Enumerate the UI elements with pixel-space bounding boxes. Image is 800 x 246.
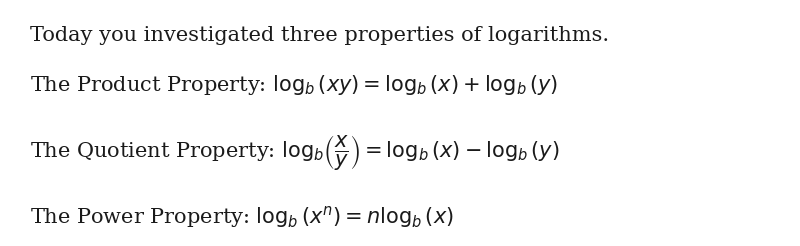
Text: The Quotient Property: $\log_b\!\left(\dfrac{x}{y}\right) = \log_b(x) - \log_b(y: The Quotient Property: $\log_b\!\left(\d… xyxy=(30,133,560,172)
Text: The Product Property: $\log_b(xy) = \log_b(x) + \log_b(y)$: The Product Property: $\log_b(xy) = \log… xyxy=(30,73,558,97)
Text: Today you investigated three properties of logarithms.: Today you investigated three properties … xyxy=(30,26,609,45)
Text: The Power Property: $\log_b(x^n) = n\log_b(x)$: The Power Property: $\log_b(x^n) = n\log… xyxy=(30,204,454,230)
